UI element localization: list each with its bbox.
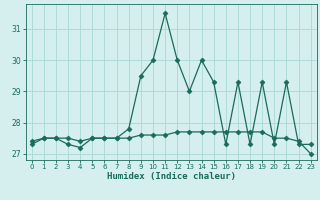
X-axis label: Humidex (Indice chaleur): Humidex (Indice chaleur): [107, 172, 236, 181]
